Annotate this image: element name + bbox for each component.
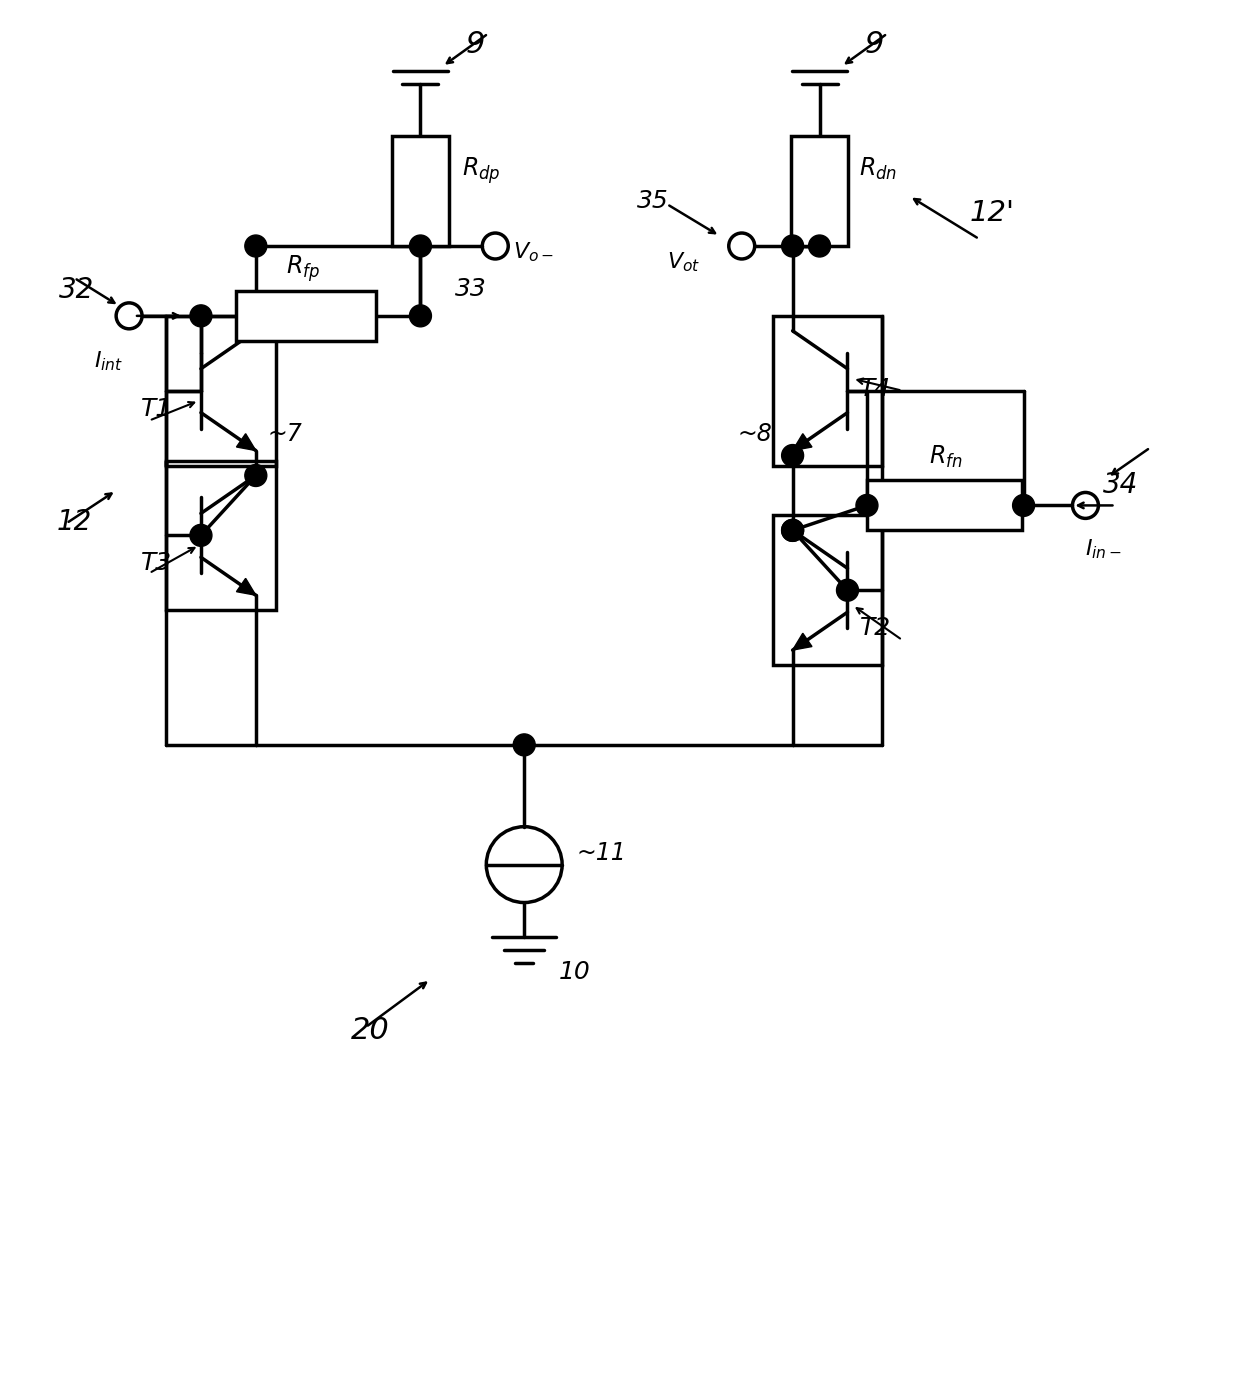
Bar [791, 136, 848, 246]
Bar [773, 316, 883, 466]
Bar [773, 516, 883, 664]
Bar [166, 460, 275, 610]
Text: $V_{ot}$: $V_{ot}$ [667, 250, 701, 274]
Circle shape [244, 235, 267, 257]
Text: $R_{fp}$: $R_{fp}$ [285, 253, 320, 284]
Text: $R_{fn}$: $R_{fn}$ [929, 443, 963, 470]
Circle shape [781, 520, 804, 541]
Circle shape [190, 524, 212, 546]
Text: 12: 12 [56, 509, 92, 537]
Text: ~11: ~11 [577, 841, 626, 865]
Text: 12': 12' [970, 199, 1014, 227]
Polygon shape [792, 434, 812, 450]
Polygon shape [237, 434, 255, 450]
Text: T4: T4 [859, 377, 890, 400]
Circle shape [781, 445, 804, 467]
Polygon shape [237, 578, 255, 595]
Text: 34: 34 [1104, 471, 1138, 499]
Text: T2: T2 [859, 616, 890, 641]
Text: $I_{int}$: $I_{int}$ [94, 350, 124, 374]
Circle shape [808, 235, 831, 257]
Bar [166, 316, 275, 466]
Text: ~7: ~7 [268, 421, 303, 446]
Bar [867, 481, 1022, 531]
Text: 33: 33 [455, 277, 487, 300]
Text: $I_{in-}$: $I_{in-}$ [1085, 538, 1122, 562]
Circle shape [781, 520, 804, 541]
Circle shape [409, 235, 432, 257]
Text: 32: 32 [60, 275, 94, 304]
Text: 10: 10 [559, 960, 591, 984]
Circle shape [190, 304, 212, 327]
Circle shape [781, 235, 804, 257]
Bar [392, 136, 449, 246]
Circle shape [856, 495, 878, 517]
Text: ~8: ~8 [738, 421, 773, 446]
Text: 20: 20 [351, 1016, 389, 1045]
Circle shape [409, 304, 432, 327]
Text: $V_{o-}$: $V_{o-}$ [513, 240, 554, 264]
Text: $R_{dn}$: $R_{dn}$ [859, 156, 898, 182]
Text: 9: 9 [864, 31, 884, 60]
Circle shape [513, 734, 536, 756]
Text: T3: T3 [141, 552, 172, 575]
Circle shape [837, 580, 858, 602]
Circle shape [1013, 495, 1034, 517]
Text: T1: T1 [141, 396, 172, 421]
Text: $R_{dp}$: $R_{dp}$ [463, 156, 501, 186]
Text: 35: 35 [637, 189, 668, 213]
Circle shape [244, 464, 267, 486]
Text: 9: 9 [465, 31, 485, 60]
Bar [236, 291, 376, 341]
Polygon shape [792, 634, 812, 651]
